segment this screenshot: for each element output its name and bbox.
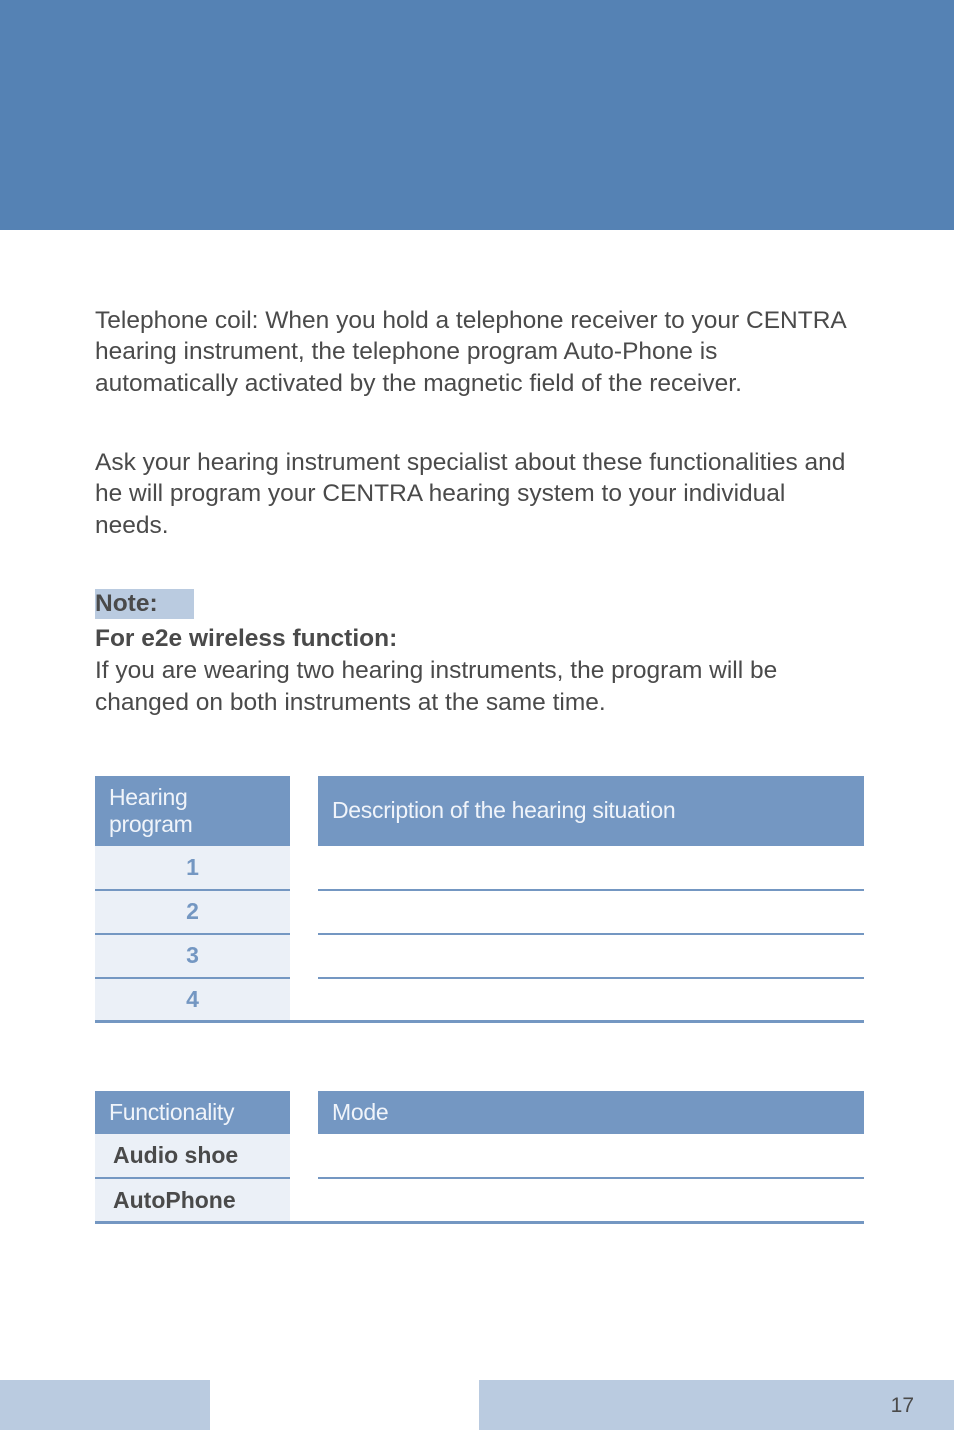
functionality-mode	[318, 1134, 864, 1178]
table-row: Audio shoe	[95, 1134, 864, 1178]
header-band	[0, 0, 954, 230]
table-header-row: Functionality Mode	[95, 1091, 864, 1134]
note-body: If you are wearing two hearing instrumen…	[95, 655, 864, 718]
note-label: Note:	[95, 589, 194, 619]
table-row: 1	[95, 846, 864, 890]
note-subheading: For e2e wireless function:	[95, 625, 864, 653]
functionality-name: Audio shoe	[95, 1134, 290, 1178]
table-row: AutoPhone	[95, 1178, 864, 1222]
program-description	[318, 890, 864, 934]
footer-left-band	[0, 1380, 210, 1430]
footer: 17	[0, 1380, 954, 1430]
table-header-col1: Hearing program	[95, 776, 290, 846]
functionality-table: Functionality Mode Audio shoe AutoPhone	[95, 1091, 864, 1224]
program-number: 2	[95, 890, 290, 934]
table-row: 2	[95, 890, 864, 934]
table-header-row: Hearing program Description of the heari…	[95, 776, 864, 846]
program-description	[318, 978, 864, 1022]
table-row: 3	[95, 934, 864, 978]
program-number: 1	[95, 846, 290, 890]
paragraph-telephone-coil: Telephone coil: When you hold a telephon…	[95, 305, 864, 399]
table-header-col2: Mode	[318, 1091, 864, 1134]
hearing-program-table: Hearing program Description of the heari…	[95, 776, 864, 1024]
table-header-col1: Functionality	[95, 1091, 290, 1134]
page-number: 17	[891, 1394, 914, 1418]
table-header-col2: Description of the hearing situation	[318, 776, 864, 846]
functionality-name: AutoPhone	[95, 1178, 290, 1222]
paragraph-specialist: Ask your hearing instrument specialist a…	[95, 447, 864, 541]
table-row: 4	[95, 978, 864, 1022]
footer-right-band	[479, 1380, 954, 1430]
note-block: Note: For e2e wireless function: If you …	[95, 589, 864, 718]
program-description	[318, 846, 864, 890]
program-number: 3	[95, 934, 290, 978]
page-content: Telephone coil: When you hold a telephon…	[0, 230, 954, 1224]
program-description	[318, 934, 864, 978]
program-number: 4	[95, 978, 290, 1022]
functionality-mode	[318, 1178, 864, 1222]
